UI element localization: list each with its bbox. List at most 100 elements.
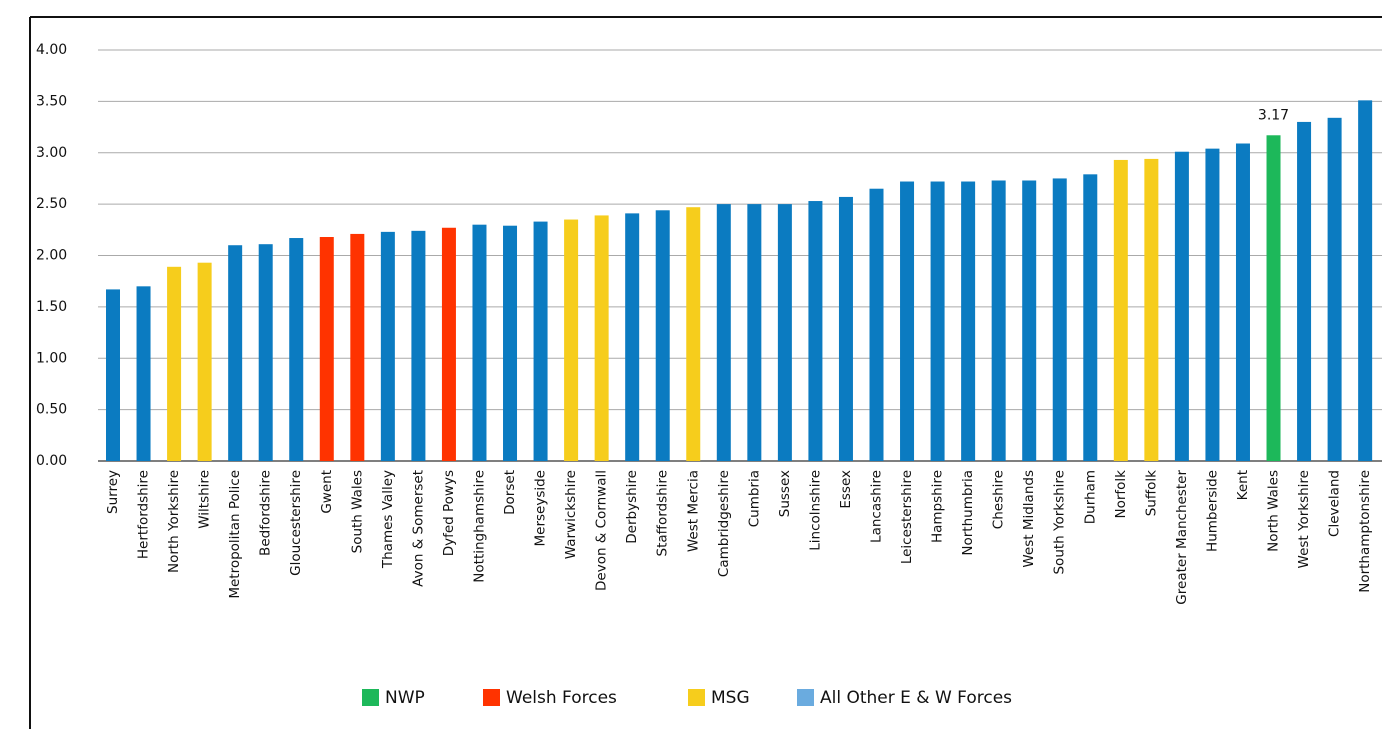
- x-tick-label: Northamptonshire: [1357, 470, 1373, 593]
- x-tick-label: Thames Valley: [380, 470, 396, 569]
- bar: [808, 201, 823, 462]
- x-tick-label: Leicestershire: [899, 470, 915, 564]
- x-tick-label: Surrey: [105, 470, 121, 514]
- x-tick-label: Warwickshire: [563, 470, 579, 559]
- x-tick-label: North Wales: [1266, 470, 1282, 552]
- bar: [1266, 135, 1281, 461]
- bar: [1358, 100, 1373, 461]
- data-label: 3.17: [1258, 107, 1289, 123]
- x-tick-label: Greater Manchester: [1174, 470, 1190, 605]
- bar: [777, 204, 792, 461]
- bar: [625, 213, 640, 461]
- bar: [838, 196, 853, 461]
- bar: [350, 233, 365, 461]
- bar: [1327, 117, 1342, 461]
- bar: [258, 244, 273, 461]
- bar: [1022, 180, 1037, 461]
- x-tick-label: Kent: [1235, 470, 1251, 500]
- y-tick-label: 1.50: [36, 299, 67, 315]
- legend-swatch: [483, 689, 500, 706]
- bar: [869, 188, 884, 461]
- x-tick-label: Wiltshire: [197, 470, 213, 529]
- y-tick-label: 0.50: [36, 402, 67, 418]
- bar: [533, 221, 548, 461]
- y-tick-label: 2.00: [36, 248, 67, 264]
- x-tick-label: Northumbria: [960, 470, 976, 556]
- bar: [991, 180, 1006, 461]
- bar: [289, 238, 304, 461]
- x-tick-label: Cambridgeshire: [716, 470, 732, 577]
- bar: [1205, 148, 1220, 461]
- bar: [411, 230, 426, 461]
- legend-label: MSG: [711, 688, 750, 708]
- bar: [228, 245, 243, 461]
- bar: [655, 210, 670, 461]
- bar: [136, 286, 151, 461]
- x-tick-label: South Yorkshire: [1052, 470, 1068, 575]
- bar: [167, 266, 182, 461]
- x-tick-label: Merseyside: [533, 470, 549, 547]
- x-tick-label: Staffordshire: [655, 470, 671, 556]
- x-tick-label: Devon & Cornwall: [594, 470, 610, 591]
- y-tick-label: 2.50: [36, 196, 67, 212]
- legend-swatch: [688, 689, 705, 706]
- x-tick-label: Lincolnshire: [807, 470, 823, 551]
- bar: [594, 215, 609, 461]
- bar: [900, 181, 915, 461]
- bar: [1113, 159, 1128, 461]
- bar: [380, 231, 395, 461]
- x-tick-label: Cleveland: [1327, 470, 1343, 537]
- bar: [503, 225, 518, 461]
- bar: [686, 207, 701, 461]
- x-tick-label: Gloucestershire: [288, 470, 304, 576]
- legend-label: NWP: [385, 688, 425, 708]
- y-tick-label: 0.00: [36, 453, 67, 469]
- y-tick-label: 1.00: [36, 350, 67, 366]
- bar: [564, 219, 579, 461]
- x-tick-label: South Wales: [349, 470, 365, 553]
- x-tick-label: Bedfordshire: [258, 470, 274, 556]
- x-tick-label: Hertfordshire: [136, 470, 152, 559]
- bar: [441, 227, 456, 461]
- x-tick-label: Avon & Somerset: [410, 470, 426, 587]
- bar: [961, 181, 976, 461]
- y-tick-label: 4.00: [36, 42, 67, 58]
- x-tick-label: West Midlands: [1021, 470, 1037, 568]
- x-tick-label: Metropolitan Police: [227, 470, 243, 599]
- x-tick-label: West Mercia: [685, 470, 701, 552]
- bar: [930, 181, 945, 461]
- bar: [1235, 143, 1250, 461]
- legend-label: Welsh Forces: [506, 688, 617, 708]
- x-tick-label: Dorset: [502, 470, 518, 515]
- bar: [716, 204, 731, 461]
- x-tick-label: North Yorkshire: [166, 470, 182, 573]
- x-tick-label: Cheshire: [991, 470, 1007, 529]
- x-tick-label: Derbyshire: [624, 470, 640, 544]
- x-tick-label: Gwent: [319, 470, 335, 514]
- x-tick-label: Essex: [838, 470, 854, 509]
- bar: [472, 224, 487, 461]
- x-tick-label: West Yorkshire: [1296, 470, 1312, 568]
- x-tick-label: Norfolk: [1113, 470, 1129, 519]
- bar: [1144, 158, 1159, 462]
- x-tick-label: Hampshire: [930, 470, 946, 543]
- bar: [1174, 151, 1189, 461]
- bar: [1083, 174, 1098, 461]
- legend-swatch: [362, 689, 379, 706]
- x-tick-label: Suffolk: [1143, 470, 1159, 516]
- legend-label: All Other E & W Forces: [820, 688, 1012, 708]
- x-tick-label: Dyfed Powys: [441, 470, 457, 556]
- x-tick-label: Nottinghamshire: [471, 470, 487, 583]
- bar: [1052, 178, 1067, 461]
- bar: [197, 262, 212, 461]
- x-tick-label: Lancashire: [869, 470, 885, 543]
- x-tick-label: Humberside: [1204, 470, 1220, 552]
- bar: [319, 237, 334, 461]
- bar: [106, 289, 120, 461]
- x-tick-label: Durham: [1082, 470, 1098, 524]
- bar: [1297, 121, 1312, 462]
- legend-swatch: [797, 689, 814, 706]
- y-tick-label: 3.00: [36, 145, 67, 161]
- bar: [747, 204, 762, 461]
